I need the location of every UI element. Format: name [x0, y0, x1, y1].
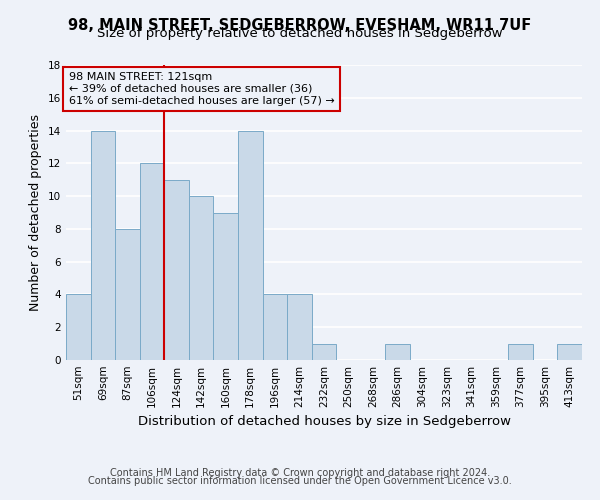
- X-axis label: Distribution of detached houses by size in Sedgeberrow: Distribution of detached houses by size …: [137, 416, 511, 428]
- Bar: [115, 229, 140, 360]
- Bar: [312, 344, 336, 360]
- Text: Contains public sector information licensed under the Open Government Licence v3: Contains public sector information licen…: [88, 476, 512, 486]
- Bar: [66, 294, 91, 360]
- Bar: [557, 344, 582, 360]
- Text: Contains HM Land Registry data © Crown copyright and database right 2024.: Contains HM Land Registry data © Crown c…: [110, 468, 490, 477]
- Bar: [164, 180, 189, 360]
- Bar: [189, 196, 214, 360]
- Bar: [287, 294, 312, 360]
- Bar: [238, 130, 263, 360]
- Text: Size of property relative to detached houses in Sedgeberrow: Size of property relative to detached ho…: [97, 28, 503, 40]
- Text: 98, MAIN STREET, SEDGEBERROW, EVESHAM, WR11 7UF: 98, MAIN STREET, SEDGEBERROW, EVESHAM, W…: [68, 18, 532, 32]
- Text: 98 MAIN STREET: 121sqm
← 39% of detached houses are smaller (36)
61% of semi-det: 98 MAIN STREET: 121sqm ← 39% of detached…: [68, 72, 334, 106]
- Bar: [508, 344, 533, 360]
- Y-axis label: Number of detached properties: Number of detached properties: [29, 114, 43, 311]
- Bar: [385, 344, 410, 360]
- Bar: [263, 294, 287, 360]
- Bar: [140, 164, 164, 360]
- Bar: [214, 212, 238, 360]
- Bar: [91, 130, 115, 360]
